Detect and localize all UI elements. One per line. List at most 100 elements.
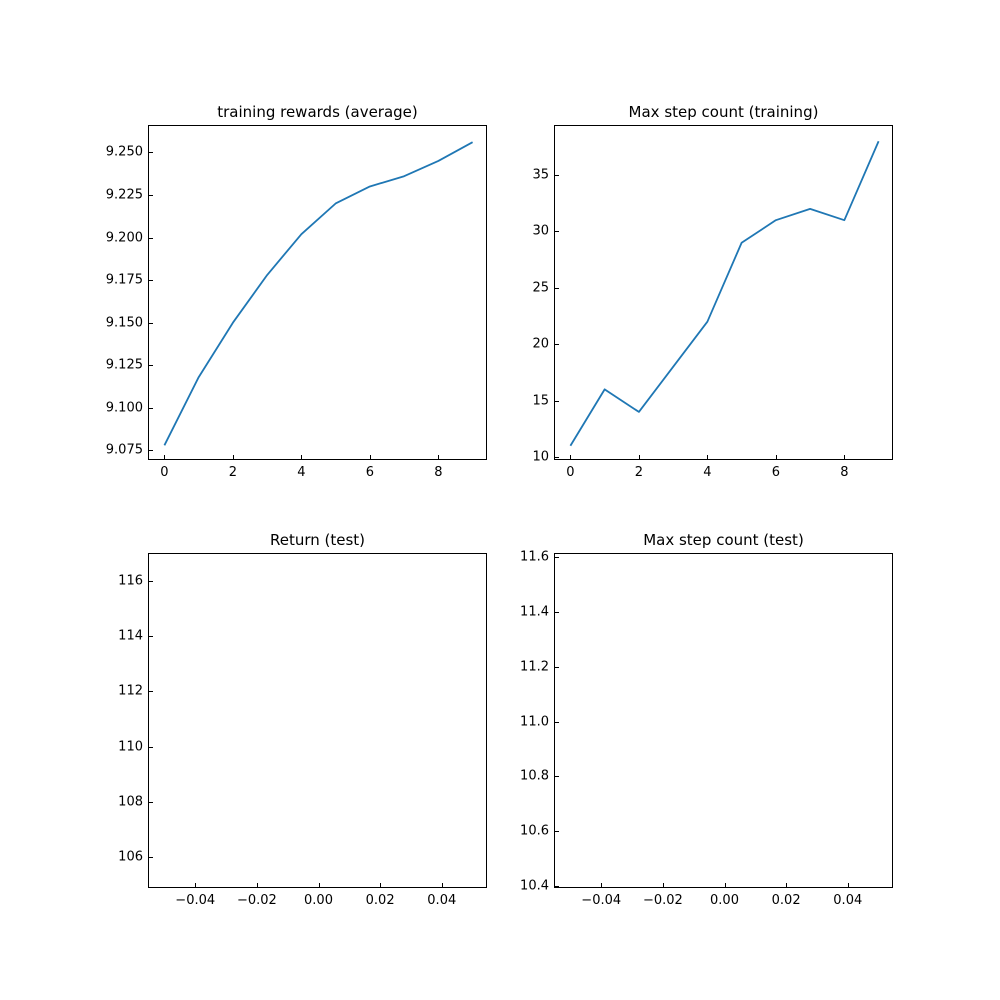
ytick-mark <box>149 195 153 196</box>
xtick-mark <box>164 455 165 459</box>
line-chart-svg <box>555 126 894 461</box>
ytick-label: 15 <box>532 393 549 408</box>
figure: 9.0759.1009.1259.1509.1759.2009.2259.250… <box>0 0 1000 1000</box>
subplot-title-max-step-test: Max step count (test) <box>643 531 804 549</box>
ytick-mark <box>149 581 153 582</box>
xtick-label: 8 <box>434 465 442 480</box>
ytick-label: 110 <box>118 739 143 754</box>
xtick-mark <box>195 883 196 887</box>
ytick-mark <box>149 450 153 451</box>
xtick-label: 0.00 <box>710 893 739 908</box>
ytick-label: 9.100 <box>106 400 143 415</box>
line-chart-svg <box>149 126 488 461</box>
xtick-mark <box>786 883 787 887</box>
ytick-label: 10 <box>532 450 549 465</box>
ytick-label: 112 <box>118 684 143 699</box>
ytick-mark <box>555 231 559 232</box>
ytick-mark <box>149 691 153 692</box>
xtick-label: 0.04 <box>833 893 862 908</box>
ytick-label: 9.225 <box>106 187 143 202</box>
ytick-mark <box>555 776 559 777</box>
ytick-label: 11.4 <box>520 604 549 619</box>
ytick-label: 11.2 <box>520 659 549 674</box>
xtick-mark <box>725 883 726 887</box>
xtick-label: 0.04 <box>427 893 456 908</box>
ytick-mark <box>149 238 153 239</box>
ytick-label: 10.6 <box>520 824 549 839</box>
xtick-label: 0.02 <box>772 893 801 908</box>
ytick-label: 11.0 <box>520 714 549 729</box>
xtick-label: 4 <box>297 465 305 480</box>
ytick-label: 108 <box>118 794 143 809</box>
xtick-mark <box>380 883 381 887</box>
xtick-label: 6 <box>366 465 374 480</box>
xtick-label: −0.02 <box>643 893 683 908</box>
ytick-mark <box>555 401 559 402</box>
subplot-max-step-test: 10.410.610.811.011.211.411.6−0.04−0.020.… <box>554 553 893 888</box>
ytick-label: 9.125 <box>106 358 143 373</box>
xtick-mark <box>370 455 371 459</box>
xtick-label: 8 <box>840 465 848 480</box>
xtick-label: 0.02 <box>366 893 395 908</box>
subplot-title-return-test: Return (test) <box>270 531 365 549</box>
ytick-label: 9.250 <box>106 145 143 160</box>
ytick-label: 116 <box>118 574 143 589</box>
ytick-mark <box>149 408 153 409</box>
xtick-label: 2 <box>635 465 643 480</box>
subplot-max-step-training: 10152025303502468 <box>554 125 893 460</box>
ytick-label: 106 <box>118 849 143 864</box>
xtick-label: −0.04 <box>175 893 215 908</box>
ytick-mark <box>555 612 559 613</box>
ytick-mark <box>149 323 153 324</box>
xtick-mark <box>844 455 845 459</box>
ytick-label: 11.6 <box>520 550 549 565</box>
line-chart-svg <box>555 554 894 889</box>
ytick-label: 9.075 <box>106 443 143 458</box>
xtick-label: 0.00 <box>304 893 333 908</box>
ytick-mark <box>555 288 559 289</box>
ytick-mark <box>149 802 153 803</box>
xtick-mark <box>301 455 302 459</box>
ytick-label: 20 <box>532 337 549 352</box>
subplot-return-test: 106108110112114116−0.04−0.020.000.020.04 <box>148 553 487 888</box>
ytick-mark <box>149 365 153 366</box>
xtick-label: 2 <box>229 465 237 480</box>
ytick-mark <box>149 280 153 281</box>
xtick-mark <box>601 883 602 887</box>
ytick-label: 25 <box>532 280 549 295</box>
ytick-label: 10.4 <box>520 878 549 893</box>
xtick-mark <box>639 455 640 459</box>
ytick-mark <box>149 857 153 858</box>
xtick-label: −0.02 <box>237 893 277 908</box>
xtick-mark <box>257 883 258 887</box>
ytick-label: 10.8 <box>520 769 549 784</box>
ytick-mark <box>555 831 559 832</box>
xtick-mark <box>319 883 320 887</box>
line-chart-svg <box>149 554 488 889</box>
ytick-mark <box>555 457 559 458</box>
ytick-label: 9.150 <box>106 315 143 330</box>
ytick-mark <box>555 175 559 176</box>
subplot-title-max-step-training: Max step count (training) <box>629 103 819 121</box>
xtick-label: 0 <box>566 465 574 480</box>
xtick-mark <box>570 455 571 459</box>
xtick-label: 6 <box>772 465 780 480</box>
ytick-label: 9.175 <box>106 273 143 288</box>
data-line <box>164 142 472 445</box>
xtick-mark <box>233 455 234 459</box>
xtick-label: 0 <box>160 465 168 480</box>
data-line <box>570 141 878 446</box>
ytick-label: 30 <box>532 224 549 239</box>
ytick-mark <box>555 344 559 345</box>
ytick-label: 114 <box>118 629 143 644</box>
xtick-mark <box>438 455 439 459</box>
xtick-label: 4 <box>703 465 711 480</box>
ytick-label: 35 <box>532 168 549 183</box>
ytick-mark <box>555 667 559 668</box>
xtick-label: −0.04 <box>581 893 621 908</box>
ytick-mark <box>149 152 153 153</box>
ytick-mark <box>555 557 559 558</box>
xtick-mark <box>776 455 777 459</box>
subplot-training-rewards: 9.0759.1009.1259.1509.1759.2009.2259.250… <box>148 125 487 460</box>
ytick-mark <box>555 722 559 723</box>
